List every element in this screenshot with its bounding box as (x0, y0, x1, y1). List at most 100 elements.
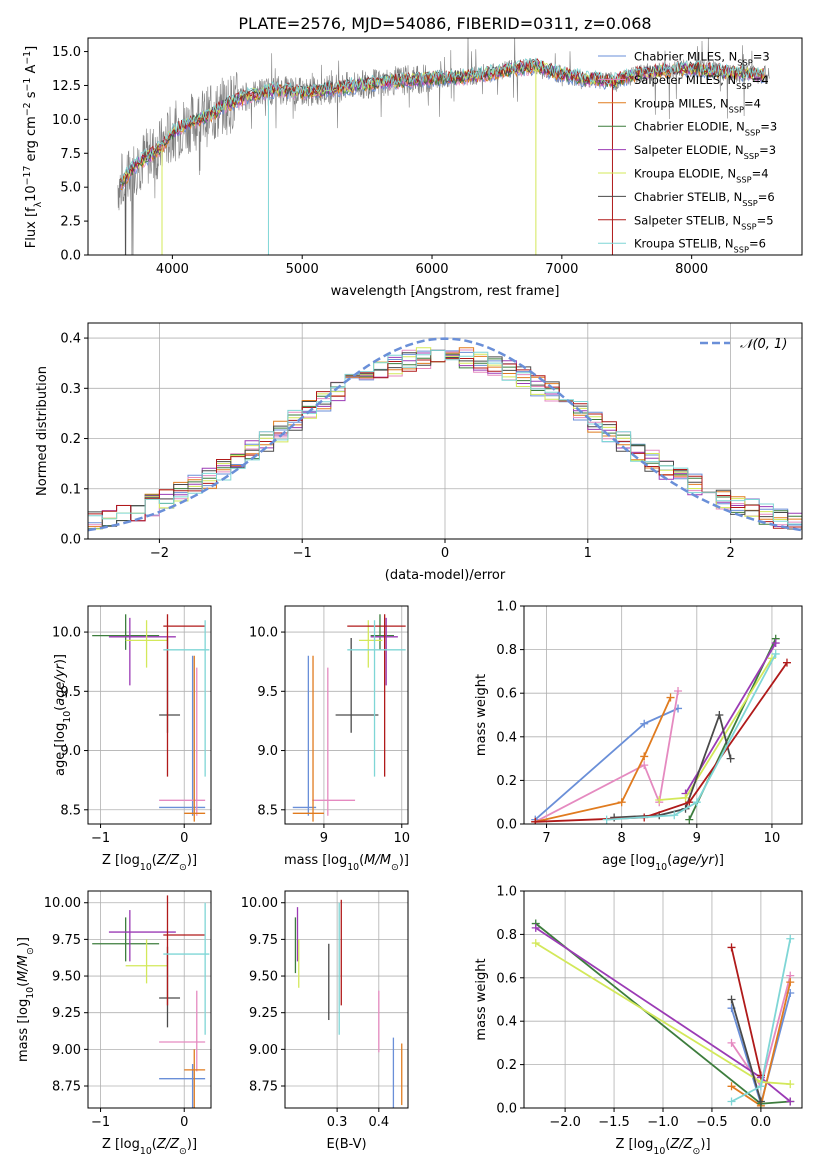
x-tick-label: 7000 (545, 262, 578, 277)
y-tick-label: 1.0 (496, 885, 517, 900)
x-tick-label: −1.0 (647, 1115, 679, 1130)
marker-chabrier-elodie (685, 815, 694, 824)
marker-salpeter-miles (674, 687, 683, 696)
y-tick-label: 1.0 (496, 600, 517, 615)
normal-curve (88, 337, 802, 532)
x-tick-label: 6000 (415, 262, 448, 277)
plot-area (292, 614, 406, 822)
x-tick-label: −1 (293, 546, 312, 561)
x-tick-label: 0.0 (751, 1115, 772, 1130)
legend-entry: Kroupa ELODIE, NSSP=4 (634, 167, 769, 185)
panel-mass-EBV: 0.3 0.4 8.75 9.00 9.25 9.50 9.75 10.00 (241, 890, 409, 1130)
marker-chabrier-stelib (610, 813, 619, 822)
x-axis-label: mass [log10(M/M⊙)] (284, 853, 409, 873)
point-kroupa-stelib (163, 902, 210, 1035)
plot-area (92, 895, 210, 1108)
marker-kroupa-stelib (771, 649, 780, 658)
x-tick-label: 5000 (286, 262, 319, 277)
point-salpeter-elodie (108, 910, 176, 962)
axes-frame (87, 890, 212, 1109)
marker-kroupa-miles (617, 798, 626, 807)
marker-chabrier-stelib (715, 711, 724, 719)
panel-residuals: −2 −1 0 1 2 0.0 0.1 0.2 0.3 0.4 𝒩(0, 1) (60, 322, 803, 561)
y-tick-label: 0.0 (496, 818, 517, 833)
x-tick-label: −0.5 (696, 1115, 728, 1130)
y-tick-label: 5.0 (60, 181, 81, 196)
x-tick-label: −1 (91, 1115, 110, 1130)
point-salpeter-miles (312, 667, 356, 816)
point-chabrier-elodie (92, 917, 160, 962)
y-tick-label: 10.0 (52, 113, 81, 128)
y-tick-label: 10.0 (52, 626, 81, 641)
legend-entry: Kroupa STELIB, NSSP=6 (634, 237, 766, 255)
marker-kroupa-stelib (692, 798, 701, 807)
y-tick-label: 9.0 (60, 744, 81, 759)
point-chabrier-stelib (159, 637, 181, 733)
y-tick-label: 0.2 (60, 432, 81, 447)
y-axis-label: Normed distribution (35, 366, 50, 496)
marker-salpeter-miles (640, 761, 649, 770)
panel-weight-age: 7 8 9 10 0.0 0.2 0.4 0.6 0.8 1.0 (496, 600, 803, 846)
y-tick-label: 0.0 (496, 1102, 517, 1117)
panel-age-mass: 9 10 8.5 9.0 9.5 10.0 (249, 605, 410, 846)
marker-salpeter-stelib (727, 943, 736, 952)
histogram-kroupa-stelib (88, 349, 802, 530)
x-tick-label: 10 (393, 831, 410, 846)
y-tick-label: 8.75 (52, 1080, 81, 1095)
y-tick-label: 0.4 (496, 730, 517, 745)
x-axis-label: E(B-V) (326, 1137, 366, 1152)
series-kroupa-stelib (606, 653, 777, 821)
marker-kroupa-miles (727, 1082, 736, 1091)
y-tick-label: 0.4 (60, 332, 81, 347)
point-chabrier-miles (292, 655, 317, 816)
y-tick-label: 2.5 (60, 215, 81, 230)
marker-salpeter-stelib (685, 798, 694, 807)
axes-frame (523, 605, 803, 825)
x-tick-label: −2 (150, 546, 169, 561)
plot-area (294, 899, 403, 1108)
point-chabrier-elodie (92, 614, 160, 650)
marker-chabrier-stelib (726, 754, 735, 763)
spectrum-legend: Chabrier MILES, NSSP=3 Salpeter MILES, NS… (598, 50, 777, 255)
legend-entry: Salpeter ELODIE, NSSP=3 (634, 143, 776, 161)
point-salpeter-stelib (163, 895, 206, 1006)
point-chabrier-stelib (159, 946, 181, 1028)
y-tick-label: 9.50 (249, 970, 278, 985)
point-kroupa-elodie (358, 620, 383, 668)
x-tick-label: 1 (584, 546, 592, 561)
y-tick-label: 9.25 (52, 1006, 81, 1021)
series-chabrier-stelib (730, 999, 762, 1102)
x-tick-label: 0 (180, 1115, 188, 1130)
panel-age-Z: −1 0 8.5 9.0 9.5 10.0 (52, 605, 212, 846)
x-tick-label: −1 (91, 831, 110, 846)
marker-kroupa-elodie (531, 939, 540, 948)
y-tick-label: 9.75 (249, 933, 278, 948)
point-chabrier-miles (159, 655, 206, 816)
x-axis-label: wavelength [Angstrom, rest frame] (331, 284, 560, 299)
x-tick-label: 8 (618, 831, 626, 846)
y-tick-label: 0.8 (496, 928, 517, 943)
x-tick-label: 10 (764, 831, 781, 846)
y-tick-label: 9.50 (52, 970, 81, 985)
x-tick-label: −1.5 (598, 1115, 630, 1130)
marker-kroupa-stelib (602, 815, 611, 824)
x-tick-label: 0 (441, 546, 449, 561)
marker-salpeter-miles (727, 1038, 736, 1047)
y-tick-label: 0.2 (496, 1058, 517, 1073)
marker-salpeter-elodie (771, 639, 780, 648)
point-salpeter-elodie (108, 617, 176, 686)
series-salpeter-miles (534, 690, 679, 823)
plot-area (117, 38, 770, 255)
y-tick-label: 10.00 (44, 896, 81, 911)
panel-weight-Z: −2.0 −1.5 −1.0 −0.5 0.0 0.0 0.2 0.4 0.6 0.8 1.0 (496, 885, 803, 1130)
y-tick-label: 9.00 (52, 1043, 81, 1058)
point-kroupa-stelib (347, 620, 406, 777)
point-salpeter-stelib (347, 614, 406, 777)
marker-kroupa-elodie (655, 796, 664, 805)
y-axis-label: age [log10(age/yr)] (53, 654, 73, 776)
x-tick-label: 7 (542, 831, 550, 846)
model-line-kroupa-stelib (120, 57, 765, 185)
y-tick-label: 12.5 (52, 79, 81, 94)
point-salpeter-miles (159, 990, 206, 1072)
